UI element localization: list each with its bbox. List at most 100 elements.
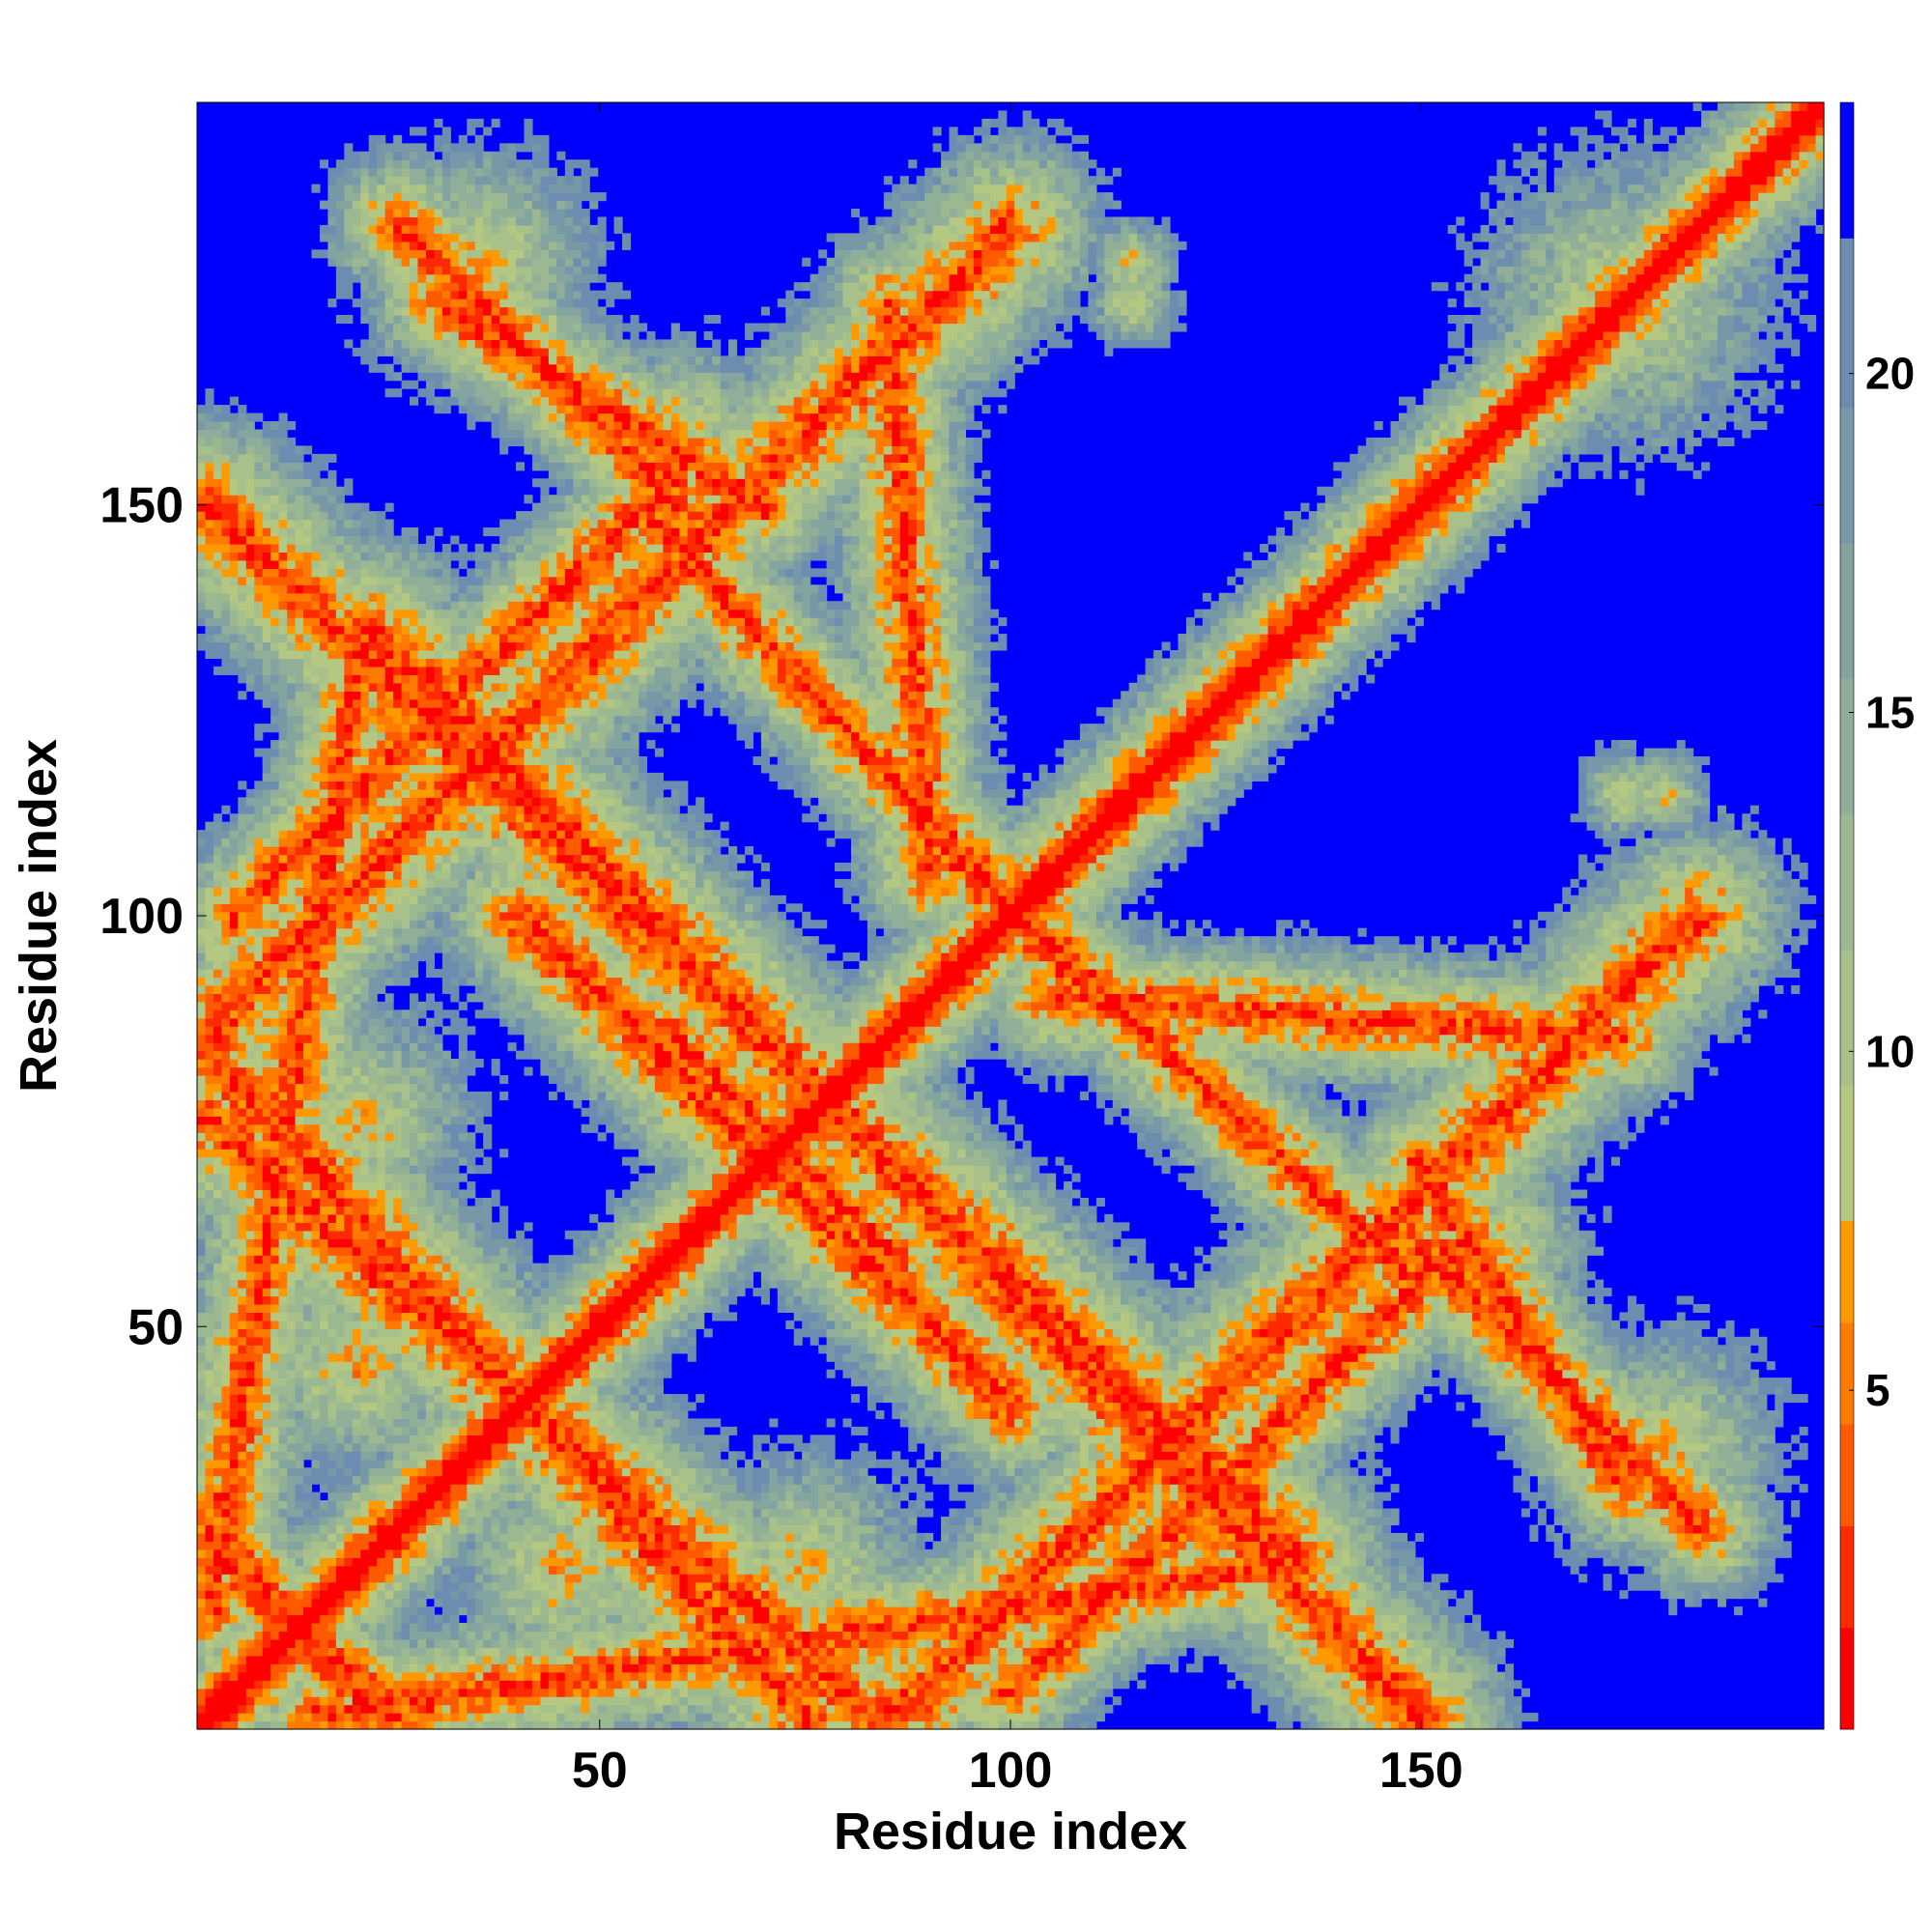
heatmap-cell — [1350, 1574, 1359, 1583]
heatmap-cell — [564, 1557, 574, 1567]
heatmap-cell — [769, 1516, 779, 1526]
heatmap-cell — [1251, 1655, 1277, 1664]
heatmap-cell — [467, 1467, 476, 1477]
heatmap-cell — [221, 1524, 231, 1534]
heatmap-cell — [1709, 1409, 1719, 1420]
heatmap-cell — [573, 1581, 590, 1591]
heatmap-cell — [630, 1484, 639, 1493]
heatmap-cell — [818, 1655, 828, 1664]
heatmap-cell — [548, 1680, 557, 1690]
heatmap-cell — [450, 1590, 460, 1600]
heatmap-cell — [663, 1435, 672, 1444]
heatmap-cell — [630, 1394, 639, 1404]
heatmap-cell — [973, 1574, 982, 1583]
heatmap-cell — [564, 1663, 574, 1673]
heatmap-cell — [597, 1688, 615, 1697]
heatmap-cell — [696, 1631, 705, 1640]
heatmap-cell — [1570, 1402, 1588, 1411]
heatmap-cell — [1619, 1484, 1636, 1493]
heatmap-cell — [1031, 1590, 1040, 1600]
heatmap-cell — [1333, 1713, 1350, 1722]
heatmap-cell — [417, 1548, 427, 1558]
heatmap-cell — [507, 1516, 517, 1526]
heatmap-cell — [1382, 1688, 1400, 1697]
heatmap-cell — [1014, 1565, 1024, 1575]
heatmap-cell — [687, 1541, 696, 1550]
heatmap-cell — [434, 1409, 443, 1420]
heatmap-cell — [1292, 1614, 1302, 1624]
heatmap-cell — [384, 1614, 394, 1624]
heatmap-cell — [458, 1622, 468, 1633]
heatmap-cell — [360, 1713, 370, 1722]
heatmap-cell — [1431, 1647, 1440, 1657]
heatmap-cell — [1520, 1418, 1530, 1428]
heatmap-cell — [262, 1442, 271, 1452]
heatmap-cell — [474, 1467, 484, 1477]
heatmap-cell — [221, 1606, 231, 1616]
heatmap-cell — [311, 1426, 321, 1435]
heatmap-cell — [1022, 1484, 1032, 1493]
heatmap-cell — [712, 1475, 738, 1485]
heatmap-cell — [736, 1581, 746, 1591]
heatmap-cell — [965, 1467, 982, 1477]
heatmap-cell — [1128, 1598, 1138, 1607]
heatmap-cell — [908, 1680, 925, 1690]
heatmap-cell — [899, 1418, 909, 1428]
heatmap-cell — [491, 1663, 500, 1673]
heatmap-cell — [1235, 1442, 1244, 1452]
heatmap-cell — [818, 1516, 828, 1526]
heatmap-cell — [303, 1541, 313, 1550]
heatmap-cell — [1276, 1516, 1293, 1526]
heatmap-cell — [899, 1647, 909, 1657]
heatmap-cell — [1333, 1426, 1343, 1435]
heatmap-cell — [458, 1663, 468, 1673]
heatmap-cell — [384, 1663, 394, 1673]
heatmap-cell — [1520, 1688, 1530, 1697]
heatmap-cell — [1472, 1622, 1482, 1633]
heatmap-cell — [1733, 1516, 1743, 1526]
heatmap-cell — [1643, 1500, 1653, 1510]
heatmap-cell — [556, 1574, 566, 1583]
heatmap-cell — [1218, 1426, 1228, 1435]
heatmap-cell — [956, 1638, 967, 1648]
heatmap-cell — [434, 1532, 443, 1542]
heatmap-cell — [410, 1524, 419, 1534]
heatmap-cell — [949, 1606, 958, 1616]
heatmap-cell — [892, 1500, 901, 1510]
heatmap-cell — [687, 1720, 705, 1730]
heatmap-cell — [1357, 1720, 1367, 1730]
heatmap-cell — [1088, 1680, 1097, 1690]
heatmap-cell — [613, 1442, 623, 1452]
heatmap-cell — [654, 1574, 664, 1583]
heatmap-cell — [1595, 1435, 1605, 1444]
heatmap-cell — [1137, 1614, 1147, 1624]
heatmap-cell — [597, 1442, 607, 1452]
heatmap-cell — [213, 1385, 222, 1395]
heatmap-cell — [875, 1704, 885, 1714]
heatmap-cell — [1064, 1516, 1073, 1526]
heatmap-cell — [793, 1622, 803, 1633]
heatmap-cell — [1537, 1508, 1547, 1518]
heatmap-cell — [826, 1688, 836, 1697]
heatmap-cell — [344, 1590, 361, 1600]
heatmap-cell — [1692, 1402, 1702, 1411]
heatmap-cell — [998, 1508, 1008, 1518]
heatmap-cell — [1178, 1524, 1187, 1534]
heatmap-cell — [1643, 1516, 1662, 1526]
heatmap-cell — [531, 1548, 550, 1558]
heatmap-cell — [254, 1606, 271, 1616]
heatmap-cell — [507, 1402, 533, 1411]
heatmap-cell — [1022, 1541, 1040, 1550]
heatmap-cell — [1235, 1418, 1244, 1428]
heatmap-cell — [238, 1492, 247, 1501]
heatmap-cell — [965, 1680, 982, 1690]
heatmap-cell — [712, 1720, 722, 1730]
heatmap-cell — [998, 1459, 1008, 1468]
heatmap-cell — [989, 1598, 1008, 1607]
heatmap-cell — [818, 1442, 836, 1452]
heatmap-cell — [335, 1385, 361, 1395]
heatmap-cell — [1088, 1532, 1097, 1542]
heatmap-cell — [238, 1516, 247, 1526]
heatmap-cell — [1390, 1598, 1408, 1607]
heatmap-cell — [1414, 1532, 1424, 1542]
